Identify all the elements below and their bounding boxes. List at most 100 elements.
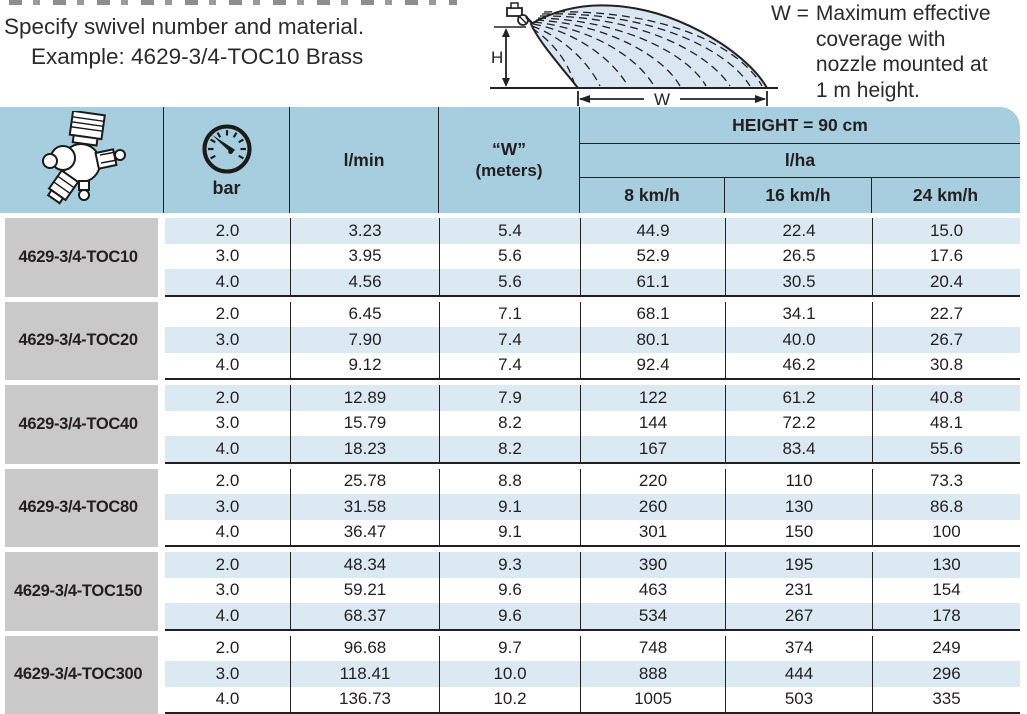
model-label-cell: 4629-3/4-TOC10 [5,218,158,297]
data-cell: 61.1 [581,269,726,295]
header-height-label: HEIGHT = 90 cm [580,107,1020,144]
data-cell: 5.6 [440,244,581,270]
data-cell: 3.0 [165,411,291,437]
data-cell: 2.0 [165,636,291,662]
data-cell: 4.0 [165,353,291,379]
pressure-gauge-icon [200,122,254,176]
data-cell: 9.6 [440,578,581,604]
data-cell: 296 [873,661,1020,687]
header-height-section: HEIGHT = 90 cm l/ha 8 km/h 16 km/h 24 km… [580,107,1020,213]
data-cell: 40.0 [726,327,873,353]
data-cell: 1005 [581,687,726,713]
data-cell: 7.9 [440,385,581,411]
data-cell: 7.90 [291,327,440,353]
data-cell: 34.1 [726,302,873,328]
data-cell: 10.2 [440,687,581,713]
data-cell: 86.8 [873,494,1020,520]
data-cell: 26.7 [873,327,1020,353]
data-cell: 8.8 [440,469,581,495]
header-cell-lmin: l/min [290,107,439,213]
data-cell: 9.1 [440,494,581,520]
data-cell: 220 [581,469,726,495]
model-label-cell: 4629-3/4-TOC20 [5,302,158,381]
spray-pattern-illustration: H W [482,0,782,106]
data-cell: 503 [726,687,873,713]
data-cell: 3.95 [291,244,440,270]
data-cell: 130 [873,552,1020,578]
data-cell: 36.47 [291,520,440,546]
data-cell: 44.9 [581,218,726,244]
specification-table: bar l/min “W” (meters) HEIGHT = 90 cm l/… [0,107,1020,714]
data-cell: 3.0 [165,327,291,353]
data-cell: 48.1 [873,411,1020,437]
data-cell: 144 [581,411,726,437]
data-cell: 335 [873,687,1020,713]
data-cell: 15.0 [873,218,1020,244]
data-cell: 31.58 [291,494,440,520]
bar-column-label: bar [212,178,240,199]
data-cell: 260 [581,494,726,520]
data-cell: 444 [726,661,873,687]
data-cell: 118.41 [291,661,440,687]
header-cell-width: “W” (meters) [439,107,580,213]
data-cell: 100 [873,520,1020,546]
data-cell: 195 [726,552,873,578]
data-cell: 390 [581,552,726,578]
spray-pattern-diagram: H W [482,0,782,111]
column-gutter [158,636,165,714]
data-cell: 748 [581,636,726,662]
data-cell: 130 [726,494,873,520]
header-cell-bar: bar [164,107,290,213]
data-cell: 2.0 [165,302,291,328]
data-cell: 231 [726,578,873,604]
data-cell: 68.1 [581,302,726,328]
data-cell: 9.3 [440,552,581,578]
nozzle-assembly-illustration [21,111,143,209]
column-gutter [158,385,165,464]
header-speed-16kmh: 16 km/h [725,178,872,213]
svg-text:W: W [654,90,670,106]
column-gutter [158,469,165,548]
data-cell: 8.2 [440,411,581,437]
data-cell: 3.0 [165,494,291,520]
data-cell: 46.2 [726,353,873,379]
data-cell: 9.7 [440,636,581,662]
data-cell: 18.23 [291,436,440,462]
model-label-cell: 4629-3/4-TOC150 [5,552,158,631]
header-lha-label: l/ha [580,144,1020,178]
data-cell: 9.1 [440,520,581,546]
data-cell: 4.0 [165,520,291,546]
data-cell: 463 [581,578,726,604]
intro-line-1: Specify swivel number and material. [4,12,364,42]
header-speeds-row: 8 km/h 16 km/h 24 km/h [580,178,1020,213]
intro-text: Specify swivel number and material. Exam… [4,12,364,71]
data-cell: 888 [581,661,726,687]
data-cell: 534 [581,603,726,629]
data-cell: 48.34 [291,552,440,578]
w-definition-note: W = Maximum effective coverage with nozz… [771,1,1004,103]
data-cell: 150 [726,520,873,546]
w-column-label: “W” [492,139,526,160]
header-cell-product [0,107,164,213]
data-cell: 110 [726,469,873,495]
data-cell: 6.45 [291,302,440,328]
data-cell: 4.56 [291,269,440,295]
